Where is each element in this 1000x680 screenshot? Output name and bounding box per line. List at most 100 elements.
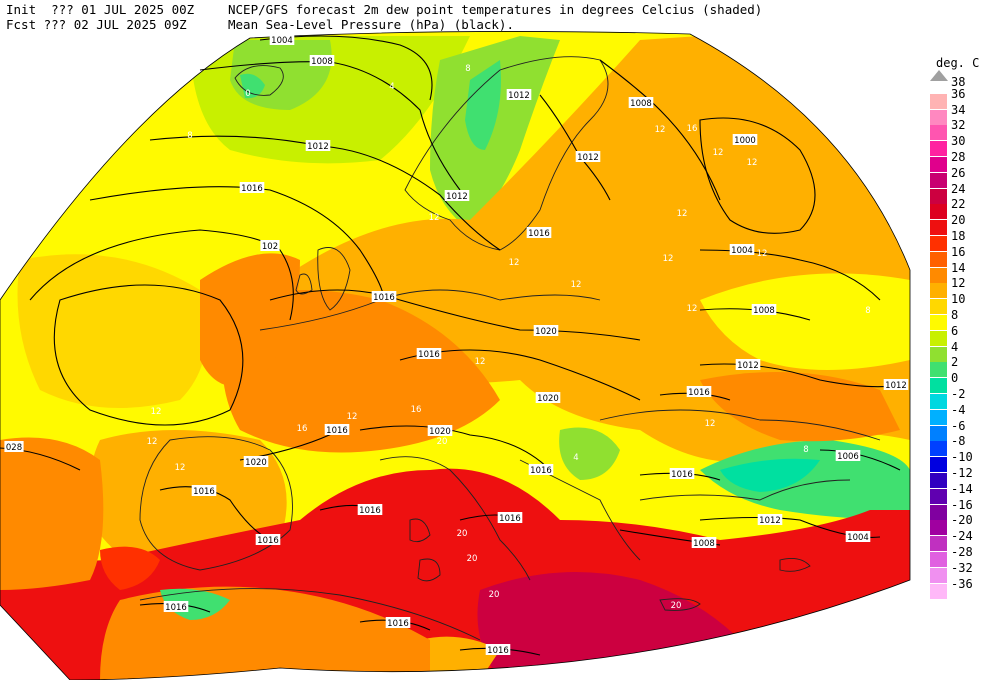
isobar-label-bg bbox=[485, 644, 511, 655]
legend-label: 36 bbox=[951, 86, 966, 101]
dewpoint-label: 12 bbox=[747, 158, 758, 168]
isobar-label-bg bbox=[526, 227, 552, 238]
map-title-line2: Mean Sea-Level Pressure (hPa) (black). bbox=[228, 17, 514, 32]
dewpoint-label: 12 bbox=[705, 419, 716, 429]
legend-label: 28 bbox=[951, 150, 966, 164]
forecast-time-label: Fcst ??? 02 JUL 2025 09Z bbox=[6, 17, 187, 32]
isobar-label-bg bbox=[506, 89, 532, 100]
init-time-label: Init ??? 01 JUL 2025 00Z bbox=[6, 2, 195, 17]
isobar-label: 1016 bbox=[671, 470, 693, 480]
color-legend: deg. C 38 36 34 32 30 28 26 24 22 20 18 16 14 12 10 8 6 4… bbox=[920, 56, 998, 616]
isobar-label: 1008 bbox=[630, 99, 652, 109]
legend-entry: 8 bbox=[930, 309, 1000, 330]
isobar-label: 1020 bbox=[429, 427, 451, 437]
legend-entry: 14 bbox=[930, 262, 1000, 283]
legend-entry: -36 bbox=[930, 578, 1000, 599]
legend-swatch bbox=[930, 378, 947, 394]
dewpoint-label: 20 bbox=[437, 437, 448, 447]
legend-entry: -2 bbox=[930, 388, 1000, 409]
dewpoint-label: 4 bbox=[573, 453, 578, 463]
legend-label: 38 bbox=[951, 75, 966, 89]
isobar-label-bg bbox=[575, 151, 601, 162]
isobar-label: 1012 bbox=[885, 381, 907, 391]
isobar-label-bg bbox=[309, 55, 335, 66]
isobar-label: 1016 bbox=[165, 603, 187, 613]
legend-label: 32 bbox=[951, 118, 966, 133]
dewpoint-label: 8 bbox=[803, 445, 808, 455]
legend-swatch bbox=[930, 204, 947, 220]
legend-entry: 22 bbox=[930, 198, 1000, 220]
legend-swatch bbox=[930, 125, 947, 141]
isobar-label: 1012 bbox=[577, 153, 599, 163]
legend-label: 4 bbox=[951, 339, 959, 354]
legend-label: -20 bbox=[951, 513, 973, 528]
legend-entry: 12 bbox=[930, 277, 1000, 299]
isobar-label-bg bbox=[732, 134, 758, 145]
legend-swatch bbox=[930, 536, 947, 552]
legend-entry: -16 bbox=[930, 499, 1000, 520]
legend-swatch bbox=[930, 172, 947, 188]
isobar-label: 1016 bbox=[359, 506, 381, 516]
isobar-label: 1008 bbox=[311, 57, 333, 67]
legend-label: 16 bbox=[951, 244, 966, 259]
legend-label: 24 bbox=[951, 181, 966, 196]
legend-entry: 18 bbox=[930, 230, 1000, 251]
legend-swatch bbox=[930, 473, 947, 488]
legend-label: -32 bbox=[951, 560, 973, 575]
isobar-label-bg bbox=[357, 504, 383, 515]
isobar-label: 1004 bbox=[847, 533, 869, 543]
isobar-label-bg bbox=[729, 244, 755, 255]
isobar-label: 1000 bbox=[734, 136, 756, 146]
isobar-label-bg bbox=[427, 425, 453, 436]
isobar-label-bg bbox=[533, 325, 559, 336]
legend-swatch bbox=[930, 457, 947, 473]
legend-swatch bbox=[930, 315, 947, 330]
legend-swatch bbox=[930, 93, 947, 109]
legend-swatch bbox=[930, 441, 947, 457]
isobar-label-bg bbox=[163, 601, 189, 612]
isobar-label-bg bbox=[751, 304, 777, 315]
isobar-label: 1016 bbox=[418, 350, 440, 360]
isobar-label: 1006 bbox=[837, 452, 859, 462]
legend-entry: 0 bbox=[930, 372, 1000, 394]
legend-swatch bbox=[930, 236, 947, 251]
legend-label: -8 bbox=[951, 434, 966, 449]
dewpoint-label: 12 bbox=[151, 407, 162, 417]
isobar-label-bg bbox=[686, 386, 712, 397]
legend-entry: 38 bbox=[930, 75, 1000, 93]
legend-label: -10 bbox=[951, 450, 973, 465]
legend-swatch bbox=[930, 283, 947, 299]
legend-entry: -32 bbox=[930, 562, 1000, 583]
legend-swatch bbox=[930, 109, 947, 125]
legend-entry: -24 bbox=[930, 530, 1000, 552]
dewpoint-label: 20 bbox=[489, 590, 500, 600]
legend-swatch bbox=[930, 141, 947, 157]
legend-label: 26 bbox=[951, 165, 966, 180]
dewpoint-label: 12 bbox=[677, 209, 688, 219]
legend-label: -24 bbox=[951, 529, 973, 544]
legend-label: -36 bbox=[951, 576, 973, 591]
isobar-label: 1012 bbox=[446, 192, 468, 202]
legend-label: -4 bbox=[951, 402, 966, 417]
legend-entry: -8 bbox=[930, 435, 1000, 457]
legend-label: 22 bbox=[951, 197, 966, 212]
isobar-label: 1016 bbox=[326, 426, 348, 436]
legend-swatch bbox=[930, 488, 947, 504]
legend-swatch bbox=[930, 346, 947, 362]
isobar-label-bg bbox=[371, 291, 397, 302]
dewpoint-label: 12 bbox=[655, 125, 666, 135]
isobar-label-bg bbox=[260, 240, 280, 251]
dewpoint-label: 16 bbox=[411, 405, 422, 415]
dewpoint-label: 4 bbox=[389, 82, 394, 92]
legend-swatch bbox=[930, 157, 947, 172]
isobar-label-bg bbox=[757, 514, 783, 525]
legend-swatch bbox=[930, 220, 947, 236]
legend-label: 18 bbox=[951, 229, 966, 243]
dewpoint-label: 0 bbox=[245, 89, 250, 99]
isobar-label-bg bbox=[628, 97, 654, 108]
legend-swatch bbox=[930, 330, 947, 346]
isobar-label-bg bbox=[324, 424, 350, 435]
dewpoint-label: 12 bbox=[175, 463, 186, 473]
isobar-label: 1016 bbox=[688, 388, 710, 398]
legend-label: 34 bbox=[951, 102, 966, 117]
